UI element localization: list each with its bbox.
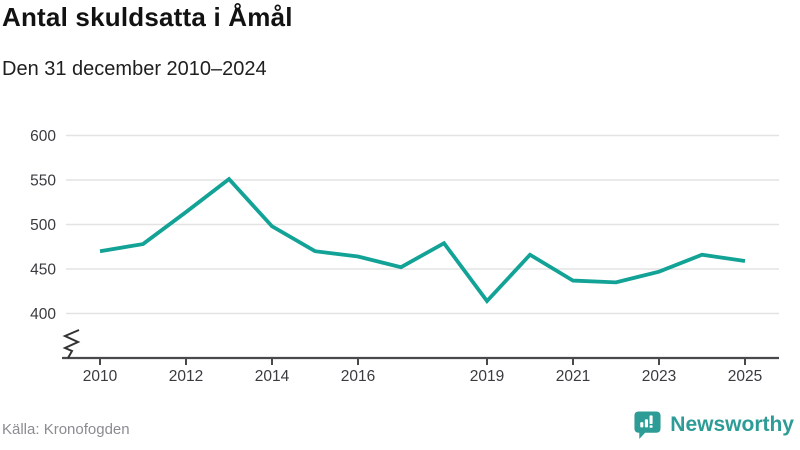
y-tick-label: 600 [30, 128, 56, 145]
y-tick-label: 400 [30, 306, 56, 323]
newsworthy-wordmark: Newsworthy [670, 413, 794, 436]
y-axis-break-mark [62, 329, 81, 359]
x-tick-label: 2014 [255, 368, 290, 385]
newsworthy-logo[interactable]: Newsworthy [633, 410, 794, 440]
x-tick-label: 2025 [728, 368, 762, 385]
y-axis-labels: 400 450 500 550 600 [30, 128, 56, 323]
data-line-antal-skuldsatta [99, 176, 746, 305]
x-axis-ticks [99, 358, 746, 365]
x-tick-label: 2010 [83, 368, 118, 385]
y-tick-label: 550 [30, 173, 56, 190]
chart-subtitle: Den 31 december 2010–2024 [2, 58, 267, 80]
x-tick-label: 2016 [341, 368, 375, 385]
x-axis-labels: 2010 2012 2014 2016 2019 2021 2023 2025 [83, 368, 762, 385]
page-title: Antal skuldsatta i Åmål [2, 2, 293, 32]
y-tick-label: 450 [30, 262, 56, 279]
y-tick-label: 500 [30, 217, 56, 234]
x-tick-label: 2021 [556, 368, 590, 385]
x-tick-label: 2019 [470, 368, 504, 385]
source-caption: Källa: Kronofogden [2, 421, 130, 438]
newsworthy-icon [633, 410, 662, 440]
chart-footer: Källa: Kronofogden Newsworthy [0, 406, 800, 442]
gridlines [66, 134, 779, 315]
x-tick-label: 2012 [169, 368, 203, 385]
x-tick-label: 2023 [642, 368, 676, 385]
